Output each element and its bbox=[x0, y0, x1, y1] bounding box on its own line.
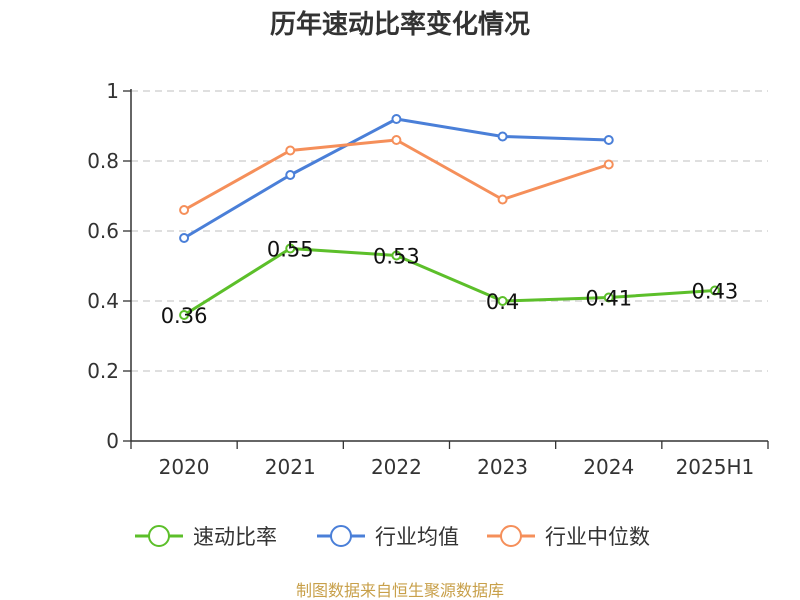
data-point bbox=[285, 170, 296, 180]
y-tick-label: 0.6 bbox=[87, 219, 119, 243]
data-point bbox=[179, 310, 190, 320]
legend-item: 速动比率 bbox=[135, 525, 277, 549]
y-tick-label: 0.2 bbox=[87, 359, 119, 383]
chart-title: 历年速动比率变化情况 bbox=[270, 9, 530, 40]
legend-swatch-marker bbox=[500, 525, 522, 547]
data-label: 0.43 bbox=[692, 280, 739, 304]
data-point bbox=[391, 114, 402, 124]
axes: 0 0.2 0.4 0.6 0.8 1 2020 2021 2022 2023 2024 2025H1 bbox=[87, 79, 769, 479]
y-tick-label: 0.4 bbox=[87, 289, 119, 313]
data-labels: 0.36 0.55 0.53 0.4 0.41 0.43 bbox=[161, 238, 739, 329]
data-point bbox=[603, 292, 614, 303]
data-point bbox=[497, 131, 508, 142]
source-note: 制图数据来自恒生聚源数据库 bbox=[296, 581, 504, 600]
data-point bbox=[179, 205, 190, 215]
legend-label: 速动比率 bbox=[193, 525, 277, 549]
x-tick-label: 2020 bbox=[159, 455, 210, 479]
legend-item: 行业均值 bbox=[317, 525, 459, 549]
data-point bbox=[391, 250, 402, 261]
legend-swatch-marker bbox=[330, 525, 352, 547]
data-label: 0.41 bbox=[585, 287, 632, 311]
x-tick-label: 2023 bbox=[477, 455, 528, 479]
legend-label: 行业均值 bbox=[375, 525, 459, 549]
data-point bbox=[709, 285, 720, 296]
data-point bbox=[603, 135, 614, 145]
data-label: 0.36 bbox=[161, 304, 208, 328]
legend-label: 行业中位数 bbox=[545, 525, 650, 549]
y-tick-label: 0.8 bbox=[87, 149, 119, 173]
series-layer bbox=[179, 114, 720, 320]
x-tick-label: 2025H1 bbox=[676, 455, 755, 479]
series-line bbox=[183, 247, 716, 317]
x-tick-label: 2024 bbox=[583, 455, 634, 479]
gridlines bbox=[131, 90, 768, 372]
data-point bbox=[391, 135, 402, 145]
data-point bbox=[497, 194, 508, 205]
x-tick-label: 2022 bbox=[371, 455, 422, 479]
data-point bbox=[285, 243, 296, 254]
y-tick-label: 1 bbox=[106, 79, 119, 103]
data-point bbox=[603, 159, 614, 170]
x-tick-label: 2021 bbox=[265, 455, 316, 479]
data-label: 0.4 bbox=[486, 290, 519, 314]
data-label: 0.53 bbox=[373, 245, 420, 269]
y-tick-label: 0 bbox=[106, 429, 119, 453]
data-point bbox=[179, 233, 190, 243]
legend: 速动比率 行业均值 行业中位数 bbox=[135, 525, 650, 549]
legend-swatch-marker bbox=[148, 525, 170, 547]
legend-item: 行业中位数 bbox=[487, 525, 650, 549]
data-point bbox=[497, 296, 508, 306]
data-point bbox=[285, 145, 296, 156]
data-label: 0.55 bbox=[267, 238, 314, 262]
